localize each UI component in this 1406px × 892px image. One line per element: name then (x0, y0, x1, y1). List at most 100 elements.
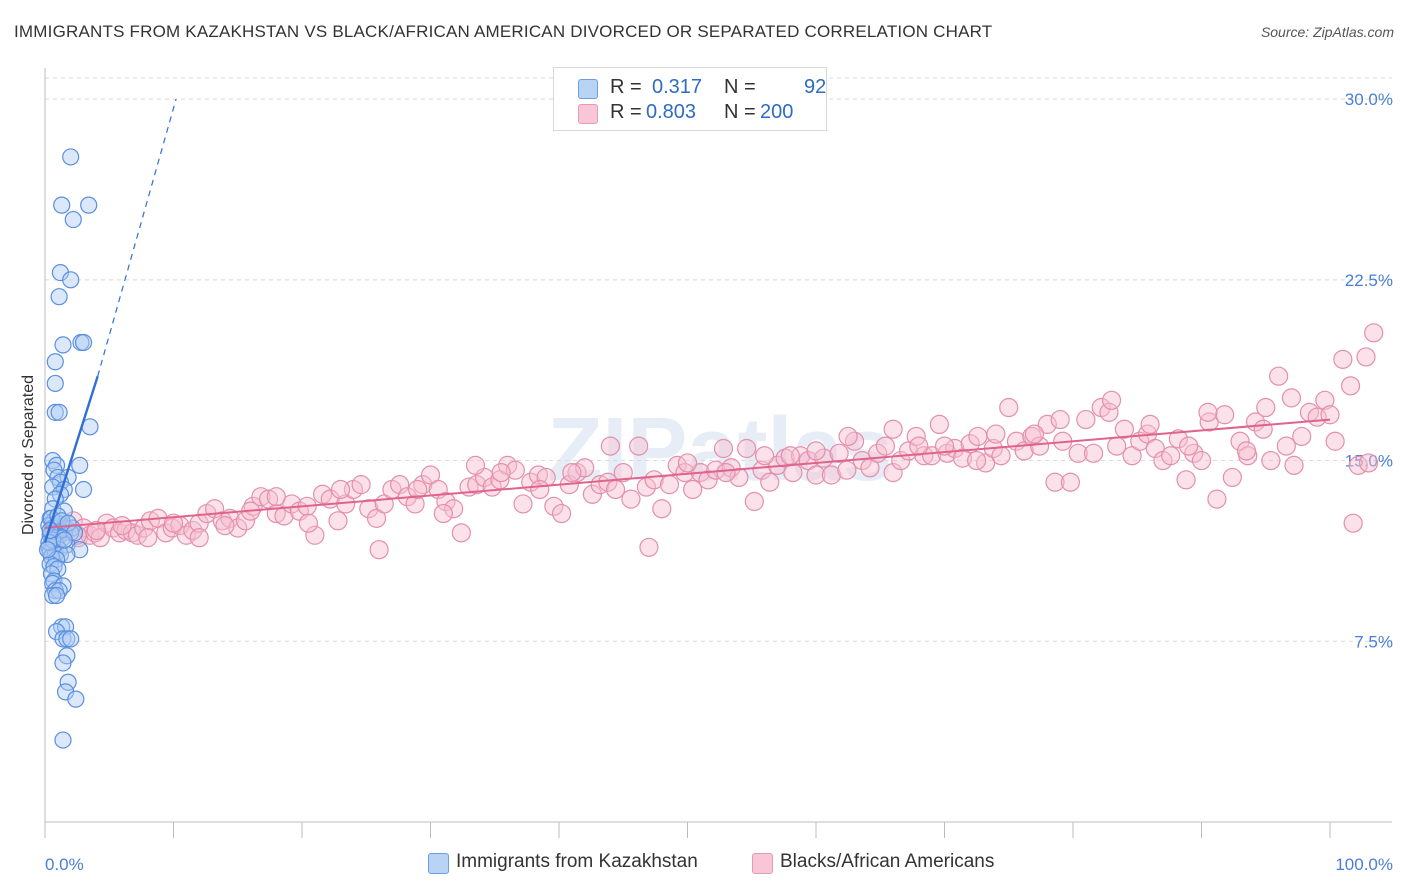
point-blacks (298, 513, 319, 533)
y-tick-label: 7.5% (1354, 632, 1393, 651)
point-blacks (163, 513, 184, 533)
point-blacks (752, 460, 772, 480)
point-blacks (1222, 467, 1242, 488)
point-blacks (1161, 446, 1181, 466)
point-blacks (215, 516, 235, 536)
point-blacks (960, 434, 980, 454)
legend-r-label: R = (610, 101, 642, 123)
point-blacks (1315, 390, 1335, 410)
point-blacks (513, 494, 533, 514)
point-blacks (444, 499, 464, 519)
point-blacks (1101, 390, 1122, 410)
point-blacks (716, 462, 736, 483)
point-kazakhstan (54, 654, 72, 672)
point-blacks (451, 523, 471, 543)
point-blacks (837, 460, 857, 480)
point-blacks (754, 446, 775, 466)
point-blacks (530, 479, 550, 500)
point-kazakhstan (58, 630, 76, 648)
point-blacks (305, 525, 325, 545)
point-blacks (683, 479, 703, 500)
point-kazakhstan (54, 731, 72, 749)
point-kazakhstan (50, 288, 68, 306)
point-blacks (968, 426, 988, 447)
point-blacks (1037, 414, 1057, 435)
point-blacks (1140, 414, 1160, 435)
point-blacks (467, 475, 487, 495)
point-blacks (875, 436, 895, 456)
point-blacks (780, 446, 800, 466)
point-blacks (629, 436, 649, 456)
point-blacks (760, 472, 780, 492)
point-blacks (652, 499, 672, 519)
point-blacks (677, 453, 698, 473)
point-blacks (1281, 388, 1302, 408)
point-blacks (922, 446, 942, 466)
point-blacks (1284, 455, 1304, 475)
point-kazakhstan (38, 541, 57, 559)
point-kazakhstan (67, 690, 85, 708)
point-blacks (330, 479, 351, 500)
point-blacks (251, 487, 271, 507)
point-blacks (1145, 438, 1165, 459)
legend-n-label: N = (724, 76, 756, 98)
point-kazakhstan (46, 353, 64, 371)
point-blacks (1199, 412, 1219, 432)
point-blacks (112, 516, 132, 536)
point-kazakhstan (62, 271, 80, 289)
point-blacks (829, 443, 849, 463)
point-blacks (86, 520, 107, 541)
point-blacks (1292, 426, 1312, 447)
chart-title: IMMIGRANTS FROM KAZAKHSTAN VS BLACK/AFRI… (14, 22, 993, 41)
point-blacks (1364, 323, 1384, 343)
point-kazakhstan (55, 531, 73, 549)
bottom-legend-swatch-pink (752, 853, 773, 874)
point-kazakhstan (46, 374, 64, 393)
point-kazakhstan (62, 630, 80, 648)
trend-line-kazakhstan (43, 375, 99, 543)
point-blacks (551, 503, 572, 524)
point-kazakhstan (44, 586, 62, 605)
y-tick-label: 22.5% (1345, 271, 1393, 290)
bottom-legend-label: Immigrants from Kazakhstan (456, 851, 698, 872)
legend-r-value: 0.803 (646, 101, 697, 123)
point-blacks (806, 465, 826, 485)
point-blacks (491, 462, 511, 483)
legend-r-value: 0.317 (652, 76, 703, 98)
point-kazakhstan (46, 403, 64, 421)
point-kazakhstan (71, 541, 89, 559)
legend-n-label: N = (724, 101, 756, 123)
point-blacks (698, 470, 718, 490)
point-blacks (1114, 419, 1135, 439)
trend-lines (43, 98, 1331, 543)
point-kazakhstan (71, 456, 89, 474)
legend-n-value: 200 (760, 101, 794, 123)
point-blacks (433, 503, 453, 524)
point-blacks (967, 450, 987, 471)
point-blacks (266, 487, 286, 507)
point-blacks (1333, 349, 1353, 369)
point-blacks (328, 511, 348, 531)
point-kazakhstan (74, 480, 93, 499)
point-blacks (1045, 472, 1065, 492)
point-blacks (806, 441, 826, 461)
point-blacks (934, 436, 955, 456)
point-blacks (600, 436, 621, 456)
point-blacks (528, 465, 549, 485)
point-blacks (729, 467, 749, 488)
point-blacks (575, 458, 595, 478)
point-kazakhstan (80, 196, 98, 214)
point-blacks (122, 523, 142, 543)
point-blacks (744, 491, 764, 512)
point-blacks (999, 397, 1019, 418)
point-blacks (405, 494, 425, 514)
x-tick-label-max: 100.0% (1335, 855, 1393, 874)
trend-line-blacks (44, 418, 1331, 530)
point-blacks (821, 465, 842, 485)
point-blacks (1256, 397, 1276, 418)
point-blacks (1276, 436, 1296, 456)
point-blacks (838, 426, 858, 447)
point-blacks (1083, 443, 1104, 463)
point-kazakhstan (47, 586, 66, 605)
